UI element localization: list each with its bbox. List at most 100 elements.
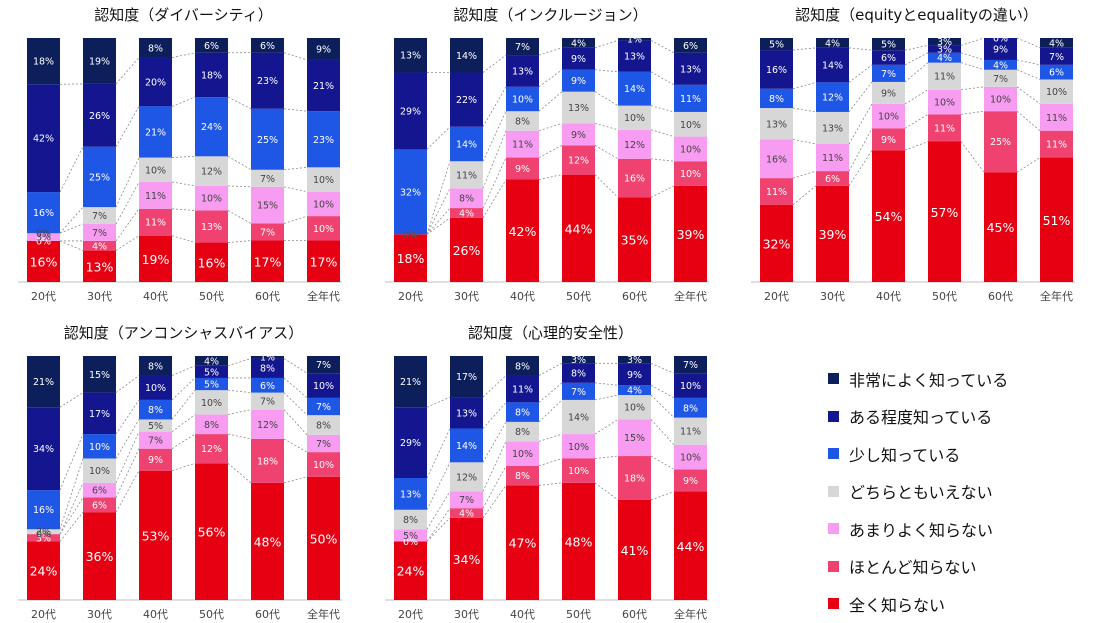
connector-line [650, 185, 675, 198]
category-label: 40代 [510, 608, 535, 621]
bar-segment [1040, 64, 1073, 80]
category-label: 50代 [566, 608, 591, 621]
bar-segment [674, 373, 707, 398]
data-label: 6% [92, 500, 107, 511]
bar-segment [83, 497, 116, 513]
connector-line [171, 208, 196, 211]
data-label: 11% [512, 384, 533, 395]
data-label: 18% [624, 474, 645, 485]
data-label: 4% [571, 38, 586, 49]
data-label: 21% [145, 127, 166, 138]
data-label: 10% [624, 403, 645, 414]
data-label: 5% [403, 531, 418, 542]
bar-segment [674, 161, 707, 186]
bar-segment [139, 356, 172, 376]
bar-segment [83, 224, 116, 241]
connector-line [792, 81, 817, 90]
data-label: 10% [680, 144, 701, 155]
bar-segment [195, 414, 228, 435]
data-label: 14% [624, 84, 645, 95]
data-label: 10% [512, 449, 533, 460]
bar-segment [251, 438, 284, 483]
bar-segment [1040, 79, 1073, 104]
category-label: 60代 [255, 608, 280, 621]
connector-line [538, 382, 563, 403]
connector-line [115, 235, 140, 251]
connector-line [59, 223, 84, 234]
bar-segment [394, 478, 427, 510]
connector-line [482, 375, 507, 398]
legend-item: 少し知っている [828, 435, 1098, 473]
bar-segment [562, 458, 595, 483]
data-label: 10% [313, 460, 334, 471]
data-label: 12% [624, 140, 645, 151]
connector-line [792, 185, 817, 206]
data-label: 50% [310, 531, 338, 546]
bar-segment [562, 145, 595, 175]
connector-line [426, 217, 451, 235]
bar-segment [139, 431, 172, 449]
connector-line [650, 71, 675, 86]
connector-line [171, 96, 196, 107]
data-label: 9% [571, 54, 586, 65]
bar-segment [139, 208, 172, 236]
bar-segment [195, 52, 228, 98]
bar-segment [27, 534, 60, 542]
bar-segment [506, 38, 539, 56]
bar-segment [251, 482, 284, 600]
data-label: 9% [881, 88, 896, 99]
data-label: 23% [257, 76, 278, 87]
connector-line [538, 458, 563, 467]
bar-segment [872, 81, 905, 104]
data-label: 7% [92, 211, 107, 222]
connector-line [538, 145, 563, 158]
legend-item: ある程度知っている [828, 398, 1098, 436]
legend-label: 少し知っている [849, 445, 961, 465]
connector-line [594, 394, 619, 401]
connector-line [482, 402, 507, 429]
connector-line [426, 396, 451, 408]
connector-line [848, 64, 873, 83]
connector-line [792, 47, 817, 51]
bar-segment [562, 363, 595, 383]
data-label: 53% [142, 528, 170, 543]
data-label: 47% [509, 536, 537, 551]
bar-segment [195, 97, 228, 157]
connector-line [227, 358, 252, 367]
bar-segment [872, 128, 905, 151]
data-label: 9% [993, 44, 1008, 55]
connector-line [650, 384, 675, 399]
data-label: 13% [624, 52, 645, 63]
data-label: 21% [313, 81, 334, 92]
legend-swatch [828, 560, 839, 572]
data-label: 10% [568, 442, 589, 453]
connector-line [1016, 86, 1041, 105]
data-label: 8% [515, 471, 530, 482]
data-label: 13% [201, 222, 222, 233]
data-label: 0% [403, 230, 418, 241]
bar-segment [307, 111, 340, 168]
data-label: 8% [515, 427, 530, 438]
chart-svg: 認知度（ダイバーシティ） 16% 0%3%0% 16% 42% 18% 13% 4% 7% 7% 2… [18, 6, 342, 303]
bar-segment [506, 179, 539, 282]
bar-segment [816, 47, 849, 83]
bar-segment [450, 217, 483, 282]
bar-segment [816, 82, 849, 112]
connector-line [792, 139, 817, 145]
connector-line [482, 441, 507, 492]
bar-segment [139, 106, 172, 158]
connector-line [171, 433, 196, 450]
data-label: 3% [571, 355, 586, 366]
data-label: 12% [201, 167, 222, 178]
legend-item: 全く知らない [828, 585, 1098, 623]
data-label: 6% [683, 41, 698, 52]
data-label: 48% [565, 534, 593, 549]
data-label: 16% [33, 505, 54, 516]
connector-line [594, 455, 619, 459]
connector-line [960, 62, 985, 71]
bar-segment [872, 150, 905, 282]
bar-segment [506, 402, 539, 422]
connector-line [594, 145, 619, 160]
connector-line [283, 358, 308, 374]
connector-line [115, 448, 140, 498]
